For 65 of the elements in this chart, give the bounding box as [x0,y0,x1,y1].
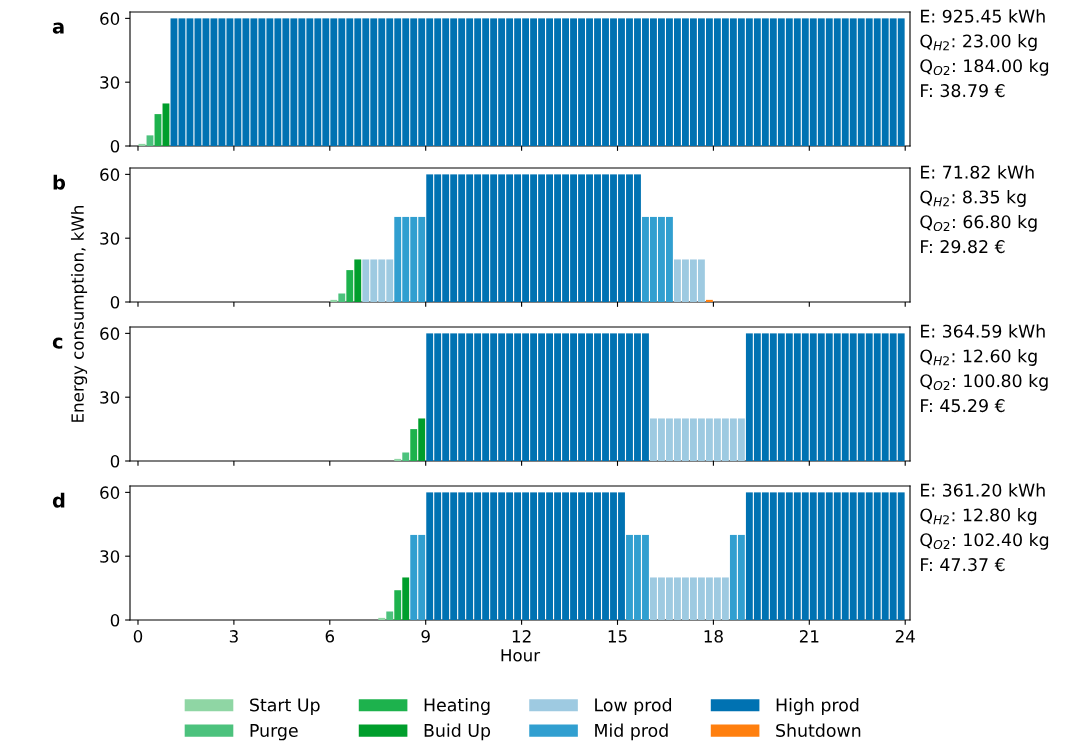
text: E: 361.20 kWh [921,483,1045,497]
y-tick-label: 30 [100,550,120,563]
legend-label: Heating [424,698,490,715]
text: Q$_{O2}$: 66.80 kg [920,214,1037,232]
legend-label: Mid prod [595,723,668,741]
bar [330,299,338,302]
y-tick-label: 0 [110,139,120,153]
bar [378,617,386,620]
x-tick-label: 0 [133,630,143,643]
text: Q$_{O2}$: 100.80 kg [920,373,1048,391]
bar [354,259,362,302]
text: Q$_{O2}$: 184.00 kg [920,58,1049,76]
text: F: 29.82 € [921,240,1005,254]
legend-label: High prod [776,698,859,715]
text: E: 71.82 kWh [921,165,1034,179]
text: Q$_{O2}$: 102.40 kg [920,532,1049,550]
legend-label: Buid Up [424,723,491,741]
bar [146,135,154,146]
y-tick-label: 0 [110,454,120,468]
text: Q$_{H2}$: 23.00 kg [920,34,1037,51]
x-tick-label: 9 [421,630,430,643]
text: Q$_{H2}$: 12.60 kg [920,349,1037,366]
bar [338,293,346,302]
y-tick-label: 30 [100,232,120,245]
x-tick-label: 15 [608,630,627,643]
bar [346,270,354,302]
x-tick-label: 21 [799,630,819,643]
y-tick-label: 60 [100,168,120,181]
y-tick-label: 0 [110,613,120,627]
bar [402,577,410,620]
y-tick-label: 60 [100,486,120,499]
x-tick-label: 12 [512,630,531,643]
x-axis-title: Hour [501,649,541,662]
legend-label: Start Up [250,698,320,715]
x-tick-label: 24 [895,630,915,643]
x-tick-label: 3 [229,630,238,643]
legend-label: Low prod [595,698,672,715]
y-tick-label: 30 [100,391,120,404]
bar [418,418,426,461]
x-tick-label: 6 [325,630,335,643]
text: F: 38.79 € [921,84,1005,98]
text: F: 45.29 € [921,399,1005,413]
text: Q$_{H2}$: 12.80 kg [920,508,1037,525]
y-tick-label: 0 [110,295,120,309]
bar [402,452,410,461]
y-axis-title: Energy consumption, kWh [70,206,88,422]
text: E: 925.45 kWh [921,9,1045,23]
chart-title: b [53,174,66,190]
bar [410,429,418,461]
bar [705,299,713,302]
legend-label: Shutdown [776,723,861,738]
chart-title: a [52,22,64,34]
y-tick-label: 30 [100,76,120,89]
chart-title: d [52,492,65,508]
bar [386,611,394,620]
text: F: 47.37 € [921,558,1005,572]
chart-title: c [52,337,63,349]
bar [394,458,402,461]
bar [394,590,402,620]
legend-label: Purge [250,724,298,741]
y-tick-label: 60 [100,327,120,340]
x-tick-label: 18 [704,630,723,643]
text: Q$_{H2}$: 8.35 kg [920,190,1026,207]
y-tick-label: 60 [100,12,120,25]
text: E: 364.59 kWh [921,324,1045,338]
